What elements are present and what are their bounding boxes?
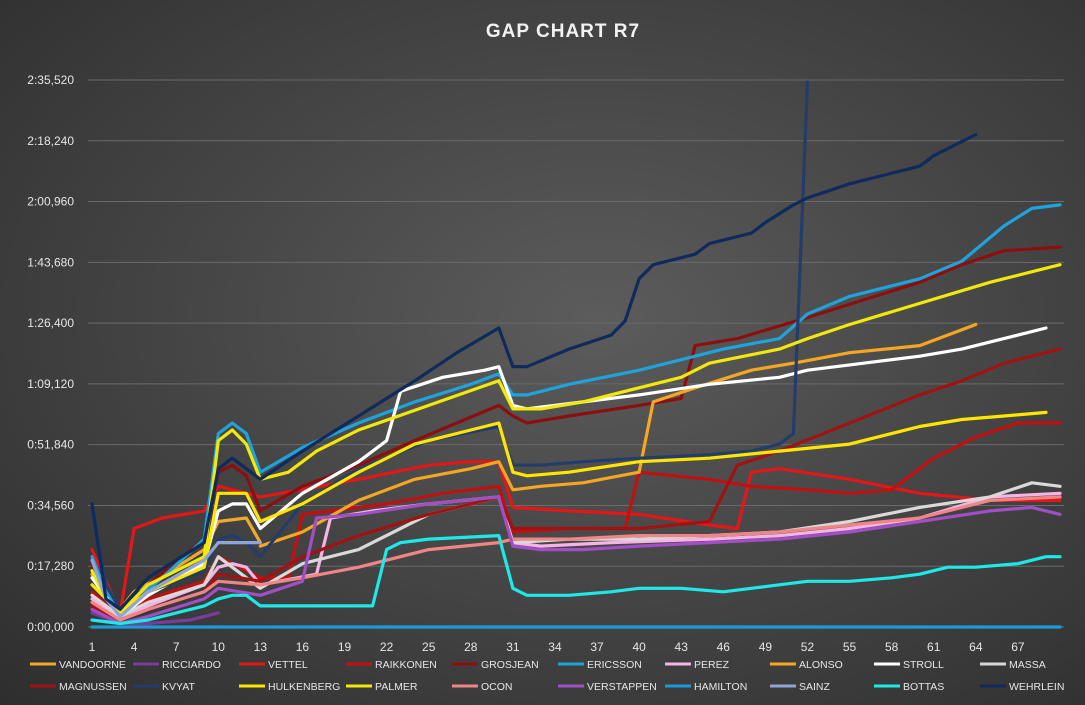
series-line-alonso [258,322,978,548]
legend-label: HULKENBERG [268,681,340,693]
y-tick-label: 0:34,560 [27,498,74,512]
y-tick-label: 1:43,680 [27,255,74,269]
x-tick-label: 31 [506,640,520,654]
legend-label: GROSJEAN [481,659,539,671]
legend-label: MAGNUSSEN [59,681,127,693]
series-line-palmer [90,263,1062,615]
x-tick-label: 46 [717,640,731,654]
series-line-hulkenberg [90,410,1048,615]
x-tick-label: 13 [254,640,268,654]
x-tick-label: 61 [927,640,941,654]
x-tick-label: 55 [843,640,857,654]
series-line-grosjean [90,245,1062,615]
series-lines [90,80,1062,629]
x-tick-label: 1 [89,640,96,654]
y-tick-label: 2:35,520 [27,73,74,87]
legend-label: VERSTAPPEN [587,681,657,693]
legend-label: VANDOORNE [59,659,126,671]
x-tick-label: 67 [1011,640,1025,654]
y-tick-label: 2:18,240 [27,134,74,148]
x-tick-label: 64 [969,640,983,654]
legend: VANDOORNE RICCIARDO VETTEL RAIKKONEN GROSJEA… [30,659,1064,693]
series-line-bottas [90,534,1062,626]
x-tick-label: 43 [675,640,689,654]
series-line-vettel [90,460,1062,615]
x-tick-label: 28 [464,640,478,654]
y-axis-ticks: 0:00,000 0:17,280 0:34,560 0:51,840 1:09,120… [27,73,74,634]
legend-label: ALONSO [799,659,843,671]
x-tick-label: 34 [548,640,562,654]
x-tick-label: 4 [131,640,138,654]
series-line-ocon [90,495,1062,622]
x-axis-ticks: 1 4 7 10 13 16 19 22 25 28 31 34 37 40 43 46 49 52 55 58 61 6… [89,640,1025,654]
x-tick-label: 49 [759,640,773,654]
x-tick-label: 37 [590,640,604,654]
y-tick-label: 2:00,960 [27,195,74,209]
legend-label: MASSA [1009,659,1046,671]
x-tick-label: 22 [380,640,394,654]
series-line-ericsson [90,203,1062,615]
x-tick-label: 40 [632,640,646,654]
x-tick-label: 16 [296,640,310,654]
x-tick-label: 10 [212,640,226,654]
series-line-wehrlein [90,133,978,611]
x-tick-label: 58 [885,640,899,654]
legend-label: HAMILTON [694,681,747,693]
legend-label: RICCIARDO [162,659,221,671]
legend-label: OCON [481,681,513,693]
y-tick-label: 1:09,120 [27,377,74,391]
legend-label: BOTTAS [903,681,944,693]
y-tick-label: 1:26,400 [27,316,74,330]
legend-label: RAIKKONEN [375,659,437,671]
x-tick-label: 19 [338,640,352,654]
legend-label: WEHRLEIN [1009,681,1064,693]
x-tick-label: 52 [801,640,815,654]
chart-title: GAP CHART R7 [486,21,640,42]
y-tick-label: 0:00,000 [27,620,74,634]
legend-label: ERICSSON [587,659,642,671]
legend-label: KVYAT [162,681,195,693]
y-tick-label: 0:17,280 [27,559,74,573]
legend-label: VETTEL [268,659,308,671]
x-tick-label: 7 [173,640,180,654]
legend-label: PALMER [375,681,418,693]
series-line-magnussen [90,347,1062,622]
series-line-stroll [90,326,1048,618]
legend-label: STROLL [903,659,944,671]
legend-label: PEREZ [694,659,730,671]
y-tick-label: 0:51,840 [27,438,74,452]
series-line-verstappen [90,495,1062,626]
legend-label: SAINZ [799,681,831,693]
x-tick-label: 25 [422,640,436,654]
